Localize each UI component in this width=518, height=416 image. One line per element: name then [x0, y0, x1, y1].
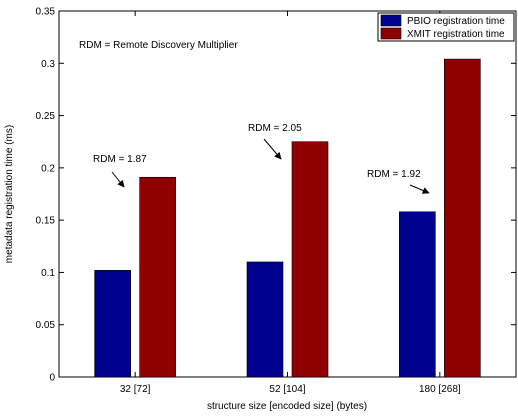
bars	[94, 58, 481, 378]
legend-label-xmit: XMIT registration time	[407, 29, 505, 40]
y-tick-label: 0.3	[41, 59, 55, 70]
y-tick-label: 0.25	[36, 111, 56, 122]
bar-pbio	[94, 270, 131, 378]
rdm-arrow-2	[263, 138, 282, 160]
legend-swatch-xmit	[380, 27, 402, 40]
y-tick-label: 0.1	[41, 268, 55, 279]
y-tick-label: 0.05	[36, 320, 56, 331]
rdm-arrow-3	[409, 184, 430, 194]
x-tick-label: 52 [104]	[269, 384, 305, 395]
x-axis-label: structure size [encoded size] (bytes)	[207, 401, 367, 412]
bar-pbio	[246, 261, 284, 378]
rdm-arrow-1	[111, 171, 125, 188]
bar-xmit	[291, 141, 329, 378]
rdm-annotation-2: RDM = 2.05	[248, 123, 302, 134]
legend-swatch-pbio	[380, 14, 402, 27]
legend-label-pbio: PBIO registration time	[407, 16, 505, 27]
legend: PBIO registration time XMIT registration…	[377, 12, 515, 42]
bar-xmit	[444, 58, 481, 378]
rdm-annotation-1: RDM = 1.87	[93, 154, 147, 165]
y-tick-label: 0	[49, 373, 55, 384]
rdm-annotation-3: RDM = 1.92	[367, 169, 421, 180]
y-axis: 0 0.05 0.1 0.15 0.2 0.25 0.3 0.35	[36, 7, 516, 384]
y-axis-label: metadata registration time (ms)	[4, 125, 15, 263]
bar-pbio	[399, 211, 436, 378]
x-tick-label: 32 [72]	[120, 384, 151, 395]
rdm-note: RDM = Remote Discovery Multiplier	[79, 40, 238, 51]
y-tick-label: 0.15	[36, 216, 56, 227]
y-tick-label: 0.2	[41, 163, 55, 174]
bar-xmit	[139, 176, 176, 378]
y-tick-label: 0.35	[36, 7, 56, 18]
x-tick-label: 180 [268]	[419, 384, 461, 395]
